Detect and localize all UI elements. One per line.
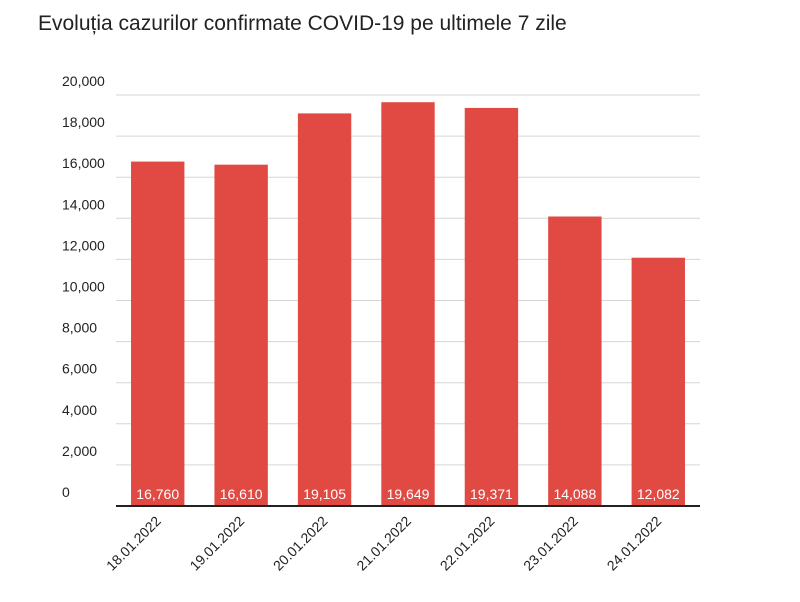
x-tick-label: 24.01.2022: [604, 513, 665, 574]
bar: [631, 257, 685, 506]
x-tick-label: 20.01.2022: [270, 513, 331, 574]
x-tick-label: 19.01.2022: [186, 513, 247, 574]
y-tick-label: 12,000: [62, 237, 105, 253]
data-label: 19,371: [470, 486, 513, 502]
y-tick-label: 2,000: [62, 443, 97, 459]
x-tick-label: 23.01.2022: [520, 513, 581, 574]
x-tick-label: 18.01.2022: [103, 513, 164, 574]
y-tick-label: 20,000: [62, 73, 105, 89]
bar: [464, 107, 519, 506]
y-tick-label: 8,000: [62, 320, 97, 336]
bar: [214, 164, 268, 507]
bar: [548, 216, 602, 507]
y-tick-label: 16,000: [62, 155, 105, 171]
y-tick-label: 14,000: [62, 196, 105, 212]
y-tick-label: 10,000: [62, 279, 105, 295]
y-tick-label: 6,000: [62, 361, 97, 377]
x-tick-label: 22.01.2022: [437, 513, 498, 574]
y-tick-label: 4,000: [62, 402, 97, 418]
data-label: 19,649: [387, 486, 430, 502]
data-label: 14,088: [553, 486, 596, 502]
bar: [131, 161, 185, 506]
data-label: 16,760: [136, 486, 179, 502]
bar: [381, 102, 435, 507]
data-label: 19,105: [303, 486, 346, 502]
x-tick-label: 21.01.2022: [353, 513, 414, 574]
data-label: 16,610: [220, 486, 263, 502]
bar: [297, 113, 352, 507]
data-label: 12,082: [637, 486, 680, 502]
y-tick-label: 0: [62, 484, 70, 500]
chart-title: Evoluția cazurilor confirmate COVID-19 p…: [38, 12, 567, 35]
y-tick-label: 18,000: [62, 114, 105, 130]
